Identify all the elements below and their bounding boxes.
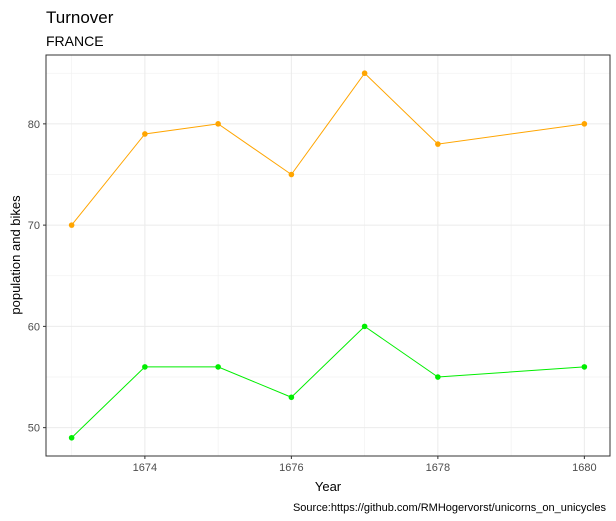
minor-gridlines	[46, 55, 610, 456]
y-tick-label: 50	[28, 423, 40, 435]
series-2-point	[361, 323, 368, 330]
series-1-point	[361, 70, 368, 77]
x-tick-label: 1678	[426, 462, 450, 474]
x-axis-title: Year	[315, 479, 342, 494]
chart-subtitle: FRANCE	[46, 33, 104, 49]
y-tick-label: 80	[28, 119, 40, 131]
chart-caption: Source:https://github.com/RMHogervorst/u…	[293, 502, 607, 514]
series-1-point	[288, 171, 295, 178]
series-1-point	[581, 121, 588, 127]
series-1-line	[71, 72, 585, 226]
y-axis-ticks: 50 60 70 80	[28, 119, 46, 435]
panel-border	[45, 54, 611, 457]
x-tick-label: 1680	[572, 462, 596, 474]
series-2-point	[68, 434, 75, 441]
series-2-point	[215, 364, 221, 370]
series-2-point	[435, 374, 441, 380]
y-axis-title: population and bikes	[8, 195, 23, 315]
series-1-point	[435, 141, 441, 147]
x-tick-label: 1676	[279, 462, 303, 474]
series-1-point	[215, 121, 221, 127]
series-layer	[68, 70, 588, 441]
series-2-point	[142, 364, 148, 370]
series-2-point	[581, 364, 588, 370]
series-2-line	[71, 325, 585, 439]
major-gridlines	[46, 55, 610, 456]
x-tick-label: 1674	[133, 462, 157, 474]
chart-title: Turnover	[46, 8, 114, 27]
y-tick-label: 70	[28, 220, 40, 232]
series-1-point	[68, 222, 75, 228]
y-tick-label: 60	[28, 321, 40, 333]
series-2-point	[288, 394, 295, 401]
x-axis-ticks: 1674 1676 1678 1680	[133, 456, 597, 474]
series-1-point	[142, 131, 148, 137]
